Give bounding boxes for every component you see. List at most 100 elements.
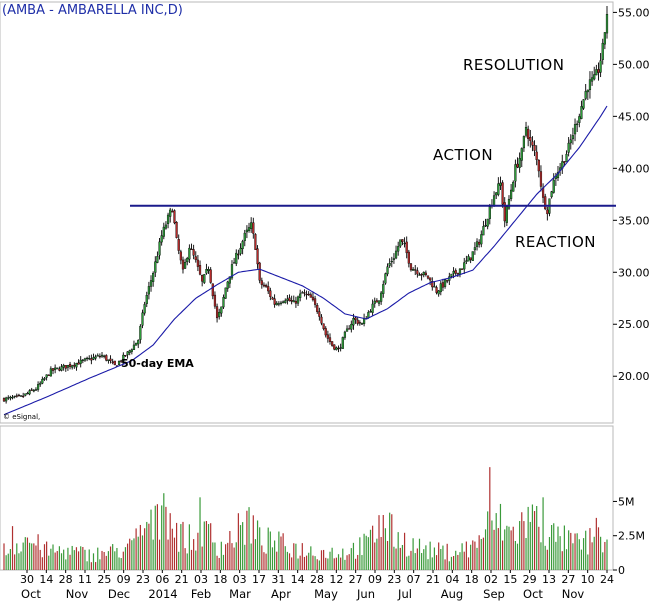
candle bbox=[109, 355, 112, 364]
candle bbox=[28, 389, 31, 396]
candle bbox=[47, 374, 50, 376]
candle bbox=[537, 159, 540, 178]
candle bbox=[360, 322, 364, 326]
candle bbox=[503, 197, 506, 228]
candle bbox=[177, 234, 180, 255]
candle bbox=[213, 291, 217, 309]
candle bbox=[296, 295, 300, 306]
candle bbox=[196, 255, 199, 272]
candle bbox=[356, 316, 359, 326]
volume-tick-label: 5M bbox=[618, 495, 635, 508]
date-tick-label: 30 bbox=[20, 573, 34, 586]
candle bbox=[426, 275, 430, 280]
candle bbox=[149, 275, 153, 292]
candle bbox=[139, 324, 142, 344]
candle bbox=[58, 366, 61, 372]
month-label: Jul bbox=[397, 587, 412, 601]
candle bbox=[66, 364, 70, 371]
candle bbox=[239, 243, 242, 256]
candle bbox=[135, 342, 138, 346]
candle bbox=[307, 291, 310, 296]
candle bbox=[514, 159, 517, 188]
candle bbox=[233, 257, 236, 264]
volume-tick-label: 0 bbox=[618, 564, 625, 577]
candle bbox=[380, 291, 383, 305]
candle bbox=[292, 295, 295, 303]
candle bbox=[595, 64, 598, 76]
candle bbox=[2, 397, 6, 402]
candle bbox=[111, 358, 114, 365]
candle bbox=[305, 290, 308, 300]
candle bbox=[228, 276, 231, 288]
candle bbox=[32, 389, 35, 393]
candle bbox=[154, 256, 157, 278]
candle bbox=[88, 355, 91, 361]
annotation-action: ACTION bbox=[433, 146, 493, 164]
candle bbox=[68, 361, 72, 370]
candle bbox=[590, 71, 594, 86]
candle bbox=[401, 239, 404, 246]
candle bbox=[77, 359, 80, 365]
candle bbox=[397, 241, 400, 256]
candle bbox=[407, 249, 410, 268]
candle bbox=[599, 53, 602, 78]
candle bbox=[527, 125, 530, 147]
candle bbox=[505, 204, 508, 227]
candle bbox=[597, 62, 600, 81]
candle bbox=[215, 303, 219, 323]
candle bbox=[224, 287, 227, 299]
candle bbox=[85, 356, 89, 362]
chart-title: (AMBA - AMBARELLA INC,D) bbox=[2, 3, 183, 18]
candle bbox=[441, 278, 445, 292]
price-tick-label: 20.00 bbox=[618, 370, 650, 383]
date-tick-label: 02 bbox=[484, 573, 498, 586]
candle bbox=[544, 193, 547, 211]
date-axis-ticks: 30 14 28 11 25 09 23 06 21 03 18 03 17 31 14 28 12 27 09 23… bbox=[20, 570, 614, 586]
candle bbox=[143, 301, 146, 316]
candle bbox=[36, 381, 40, 392]
candle bbox=[337, 345, 340, 353]
candle bbox=[218, 308, 221, 320]
candle bbox=[341, 336, 344, 349]
candle bbox=[271, 296, 274, 300]
candle bbox=[586, 89, 589, 100]
candle bbox=[19, 395, 23, 397]
candle bbox=[158, 238, 161, 260]
date-tick-label: 27 bbox=[561, 573, 575, 586]
month-label: Jun bbox=[356, 587, 375, 601]
candle bbox=[205, 263, 208, 275]
candle bbox=[582, 99, 585, 110]
candle bbox=[203, 273, 206, 285]
candle bbox=[184, 258, 187, 269]
candle bbox=[603, 32, 606, 50]
candle bbox=[137, 339, 140, 349]
candle bbox=[569, 134, 572, 150]
candle bbox=[241, 239, 244, 255]
candle bbox=[186, 256, 189, 266]
candle bbox=[235, 249, 238, 267]
month-label: Mar bbox=[229, 587, 251, 601]
candle bbox=[473, 242, 476, 255]
candle bbox=[237, 249, 240, 260]
candle bbox=[375, 298, 378, 303]
candle bbox=[420, 273, 423, 281]
candle bbox=[529, 129, 532, 148]
candle bbox=[303, 289, 306, 297]
candle bbox=[222, 294, 225, 310]
candle bbox=[382, 280, 385, 298]
candle bbox=[576, 120, 579, 133]
candle bbox=[43, 376, 46, 381]
candle bbox=[34, 387, 38, 392]
candle bbox=[250, 217, 253, 233]
candle bbox=[495, 192, 498, 200]
candle bbox=[294, 296, 298, 308]
candle bbox=[471, 251, 474, 261]
candle bbox=[160, 230, 163, 246]
date-tick-label: 13 bbox=[542, 573, 556, 586]
candle bbox=[345, 325, 349, 332]
candle bbox=[175, 221, 178, 239]
candle bbox=[60, 363, 63, 372]
date-tick-label: 23 bbox=[136, 573, 150, 586]
candle bbox=[275, 301, 278, 306]
